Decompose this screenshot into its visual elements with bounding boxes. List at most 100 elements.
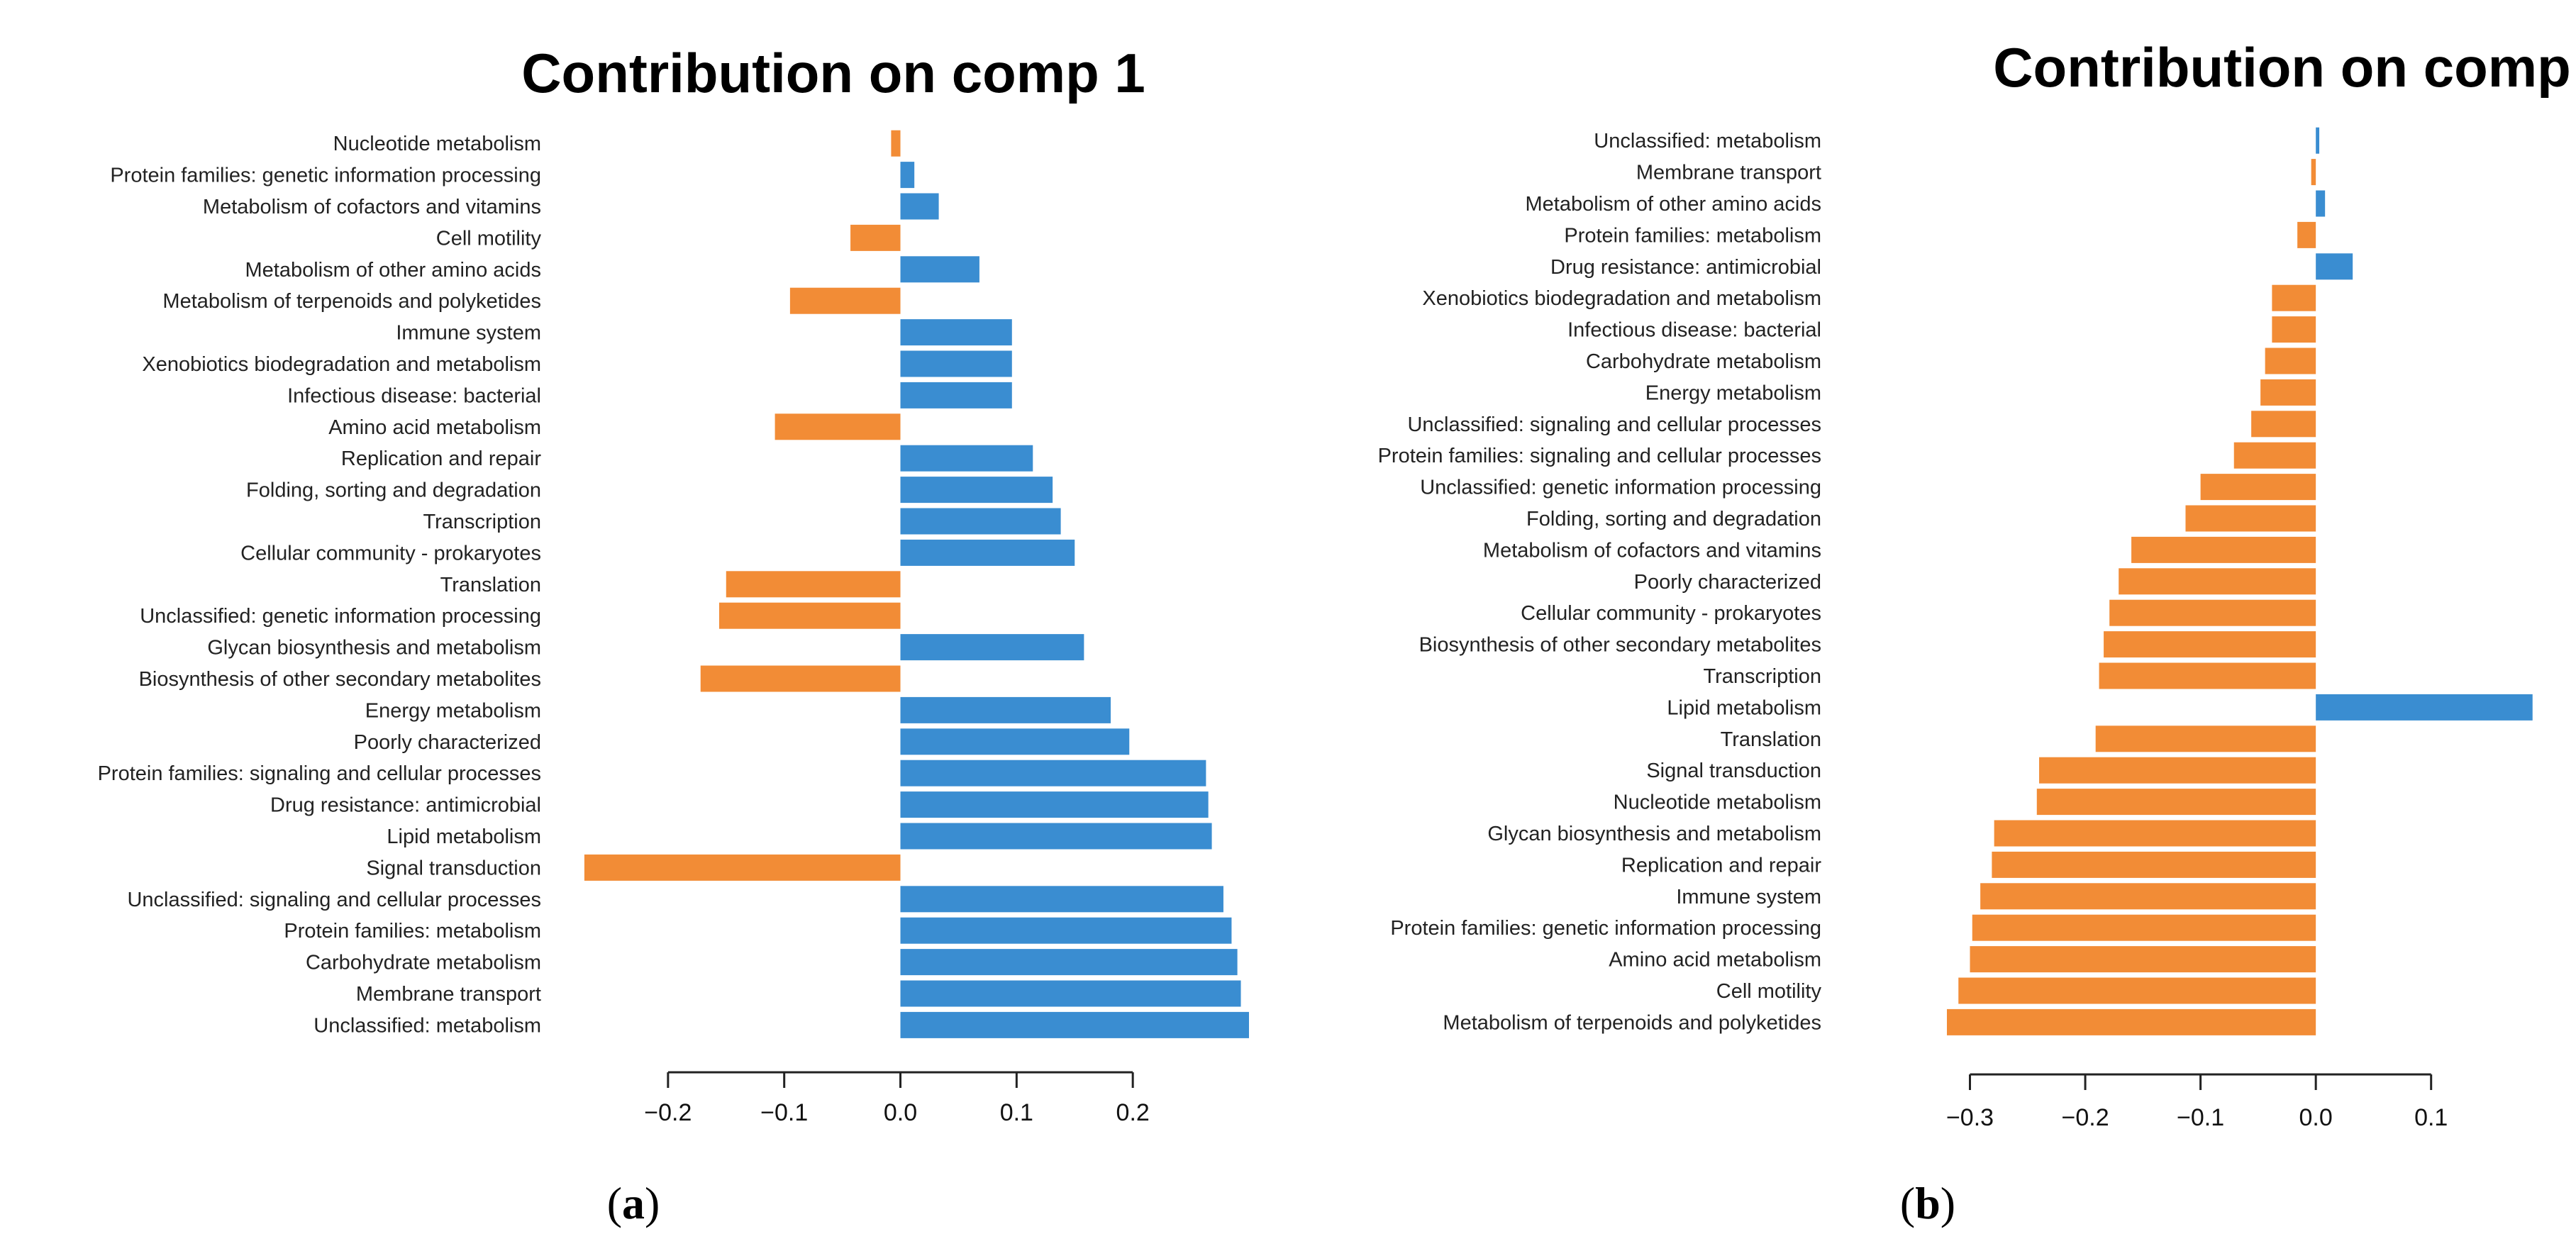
bar	[718, 602, 901, 629]
category-label: Translation	[440, 574, 541, 596]
bar	[2099, 662, 2316, 689]
bar	[1980, 883, 2316, 910]
bar	[900, 319, 1012, 346]
bar	[900, 162, 915, 189]
category-label: Carbohydrate metabolism	[306, 952, 541, 974]
category-label: Metabolism of other amino acids	[1526, 193, 1821, 216]
bar	[2200, 474, 2316, 501]
bar	[1970, 946, 2316, 973]
category-label: Unclassified: metabolism	[313, 1014, 541, 1037]
category-label: Membrane transport	[356, 983, 541, 1006]
bar	[2119, 568, 2316, 595]
bar	[2131, 536, 2316, 563]
chart-comp1: Contribution on comp 1 Nucleotide metabol…	[98, 42, 1249, 1228]
x-tick-label: −0.1	[2177, 1104, 2224, 1131]
bar	[900, 477, 1053, 504]
category-label: Nucleotide metabolism	[1614, 791, 1821, 814]
category-label: Folding, sorting and degradation	[1526, 508, 1821, 530]
category-label: Unclassified: signaling and cellular pro…	[127, 889, 541, 911]
bar	[775, 413, 901, 440]
bar	[900, 917, 1232, 944]
category-label: Poorly characterized	[1634, 571, 1821, 594]
category-label: Nucleotide metabolism	[333, 133, 541, 155]
category-label: Drug resistance: antimicrobial	[1550, 256, 1821, 279]
bar	[2104, 631, 2316, 658]
category-label: Metabolism of cofactors and vitamins	[1483, 539, 1821, 562]
category-label: Metabolism of cofactors and vitamins	[203, 196, 541, 218]
category-label: Signal transduction	[1646, 760, 1821, 782]
bar	[900, 1011, 1249, 1038]
x-tick-label: 0.2	[1116, 1099, 1150, 1126]
category-label: Immune system	[396, 322, 541, 345]
category-label: Unclassified: signaling and cellular pro…	[1407, 413, 1821, 436]
category-label: Unclassified: genetic information proces…	[1420, 477, 1821, 499]
chart-title: Contribution on comp 2	[1993, 36, 2576, 99]
category-label: Replication and repair	[1621, 854, 1821, 877]
category-label: Membrane transport	[1636, 162, 1821, 184]
category-label: Transcription	[1703, 665, 1821, 688]
bar	[900, 256, 979, 283]
chart-title: Contribution on comp 1	[521, 42, 1145, 104]
category-label: Poorly characterized	[354, 731, 541, 754]
bar	[2039, 757, 2316, 784]
bar	[2265, 348, 2316, 374]
category-label: Unclassified: genetic information proces…	[140, 605, 541, 628]
category-label: Protein families: metabolism	[1564, 224, 1821, 247]
category-label: Immune system	[1676, 886, 1821, 908]
category-label: Protein families: genetic information pr…	[1390, 917, 1821, 940]
category-label: Carbohydrate metabolism	[1586, 350, 1821, 373]
bar	[900, 791, 1209, 818]
x-tick-label: 0.0	[884, 1099, 917, 1126]
bar	[900, 634, 1084, 661]
x-tick-label: −0.2	[644, 1099, 692, 1126]
x-tick-label: −0.3	[1946, 1104, 1994, 1131]
category-label: Xenobiotics biodegradation and metabolis…	[142, 353, 541, 376]
bar	[2316, 694, 2533, 721]
category-label: Unclassified: metabolism	[1594, 130, 1821, 152]
category-label: Cell motility	[1716, 980, 1822, 1003]
category-label: Translation	[1721, 728, 1821, 751]
bar	[900, 696, 1111, 723]
bar	[2185, 505, 2316, 532]
x-tick-label: 0.0	[2299, 1104, 2333, 1131]
category-label: Protein families: signaling and cellular…	[98, 762, 541, 785]
bar	[900, 445, 1033, 472]
bar	[1958, 977, 2316, 1004]
bar	[584, 854, 901, 881]
bar	[900, 980, 1241, 1007]
bar	[2036, 789, 2316, 816]
bar	[900, 539, 1075, 566]
category-label: Glycan biosynthesis and metabolism	[207, 637, 541, 660]
x-tick-label: 0.1	[2414, 1104, 2448, 1131]
panel-label: (b)	[1900, 1178, 1955, 1228]
category-label: Biosynthesis of other secondary metaboli…	[1419, 634, 1821, 657]
bar	[1947, 1008, 2316, 1035]
bar	[2095, 725, 2316, 752]
category-label: Metabolism of terpenoids and polyketides	[162, 290, 541, 313]
bar	[850, 224, 901, 251]
category-label: Glycan biosynthesis and metabolism	[1487, 823, 1821, 845]
bar	[2109, 599, 2316, 626]
bar	[900, 728, 1130, 755]
category-label: Lipid metabolism	[1667, 696, 1821, 719]
bar	[2260, 379, 2316, 406]
bar	[900, 949, 1238, 976]
category-label: Amino acid metabolism	[328, 416, 541, 439]
category-label: Metabolism of other amino acids	[245, 259, 541, 282]
bar	[2272, 316, 2316, 343]
category-label: Biosynthesis of other secondary metaboli…	[139, 668, 541, 691]
bar	[2311, 159, 2316, 186]
category-label: Cell motility	[436, 227, 542, 250]
bar	[900, 508, 1061, 535]
bar	[900, 886, 1223, 913]
bar	[2233, 442, 2316, 469]
panel-label: (a)	[607, 1178, 660, 1228]
category-label: Transcription	[423, 511, 541, 533]
bar	[900, 823, 1212, 850]
category-label: Infectious disease: bacterial	[287, 384, 541, 407]
category-label: Amino acid metabolism	[1609, 949, 1821, 972]
bar	[900, 350, 1012, 377]
category-label: Infectious disease: bacterial	[1567, 319, 1821, 342]
bar	[900, 382, 1012, 408]
category-label: Protein families: genetic information pr…	[110, 165, 541, 187]
